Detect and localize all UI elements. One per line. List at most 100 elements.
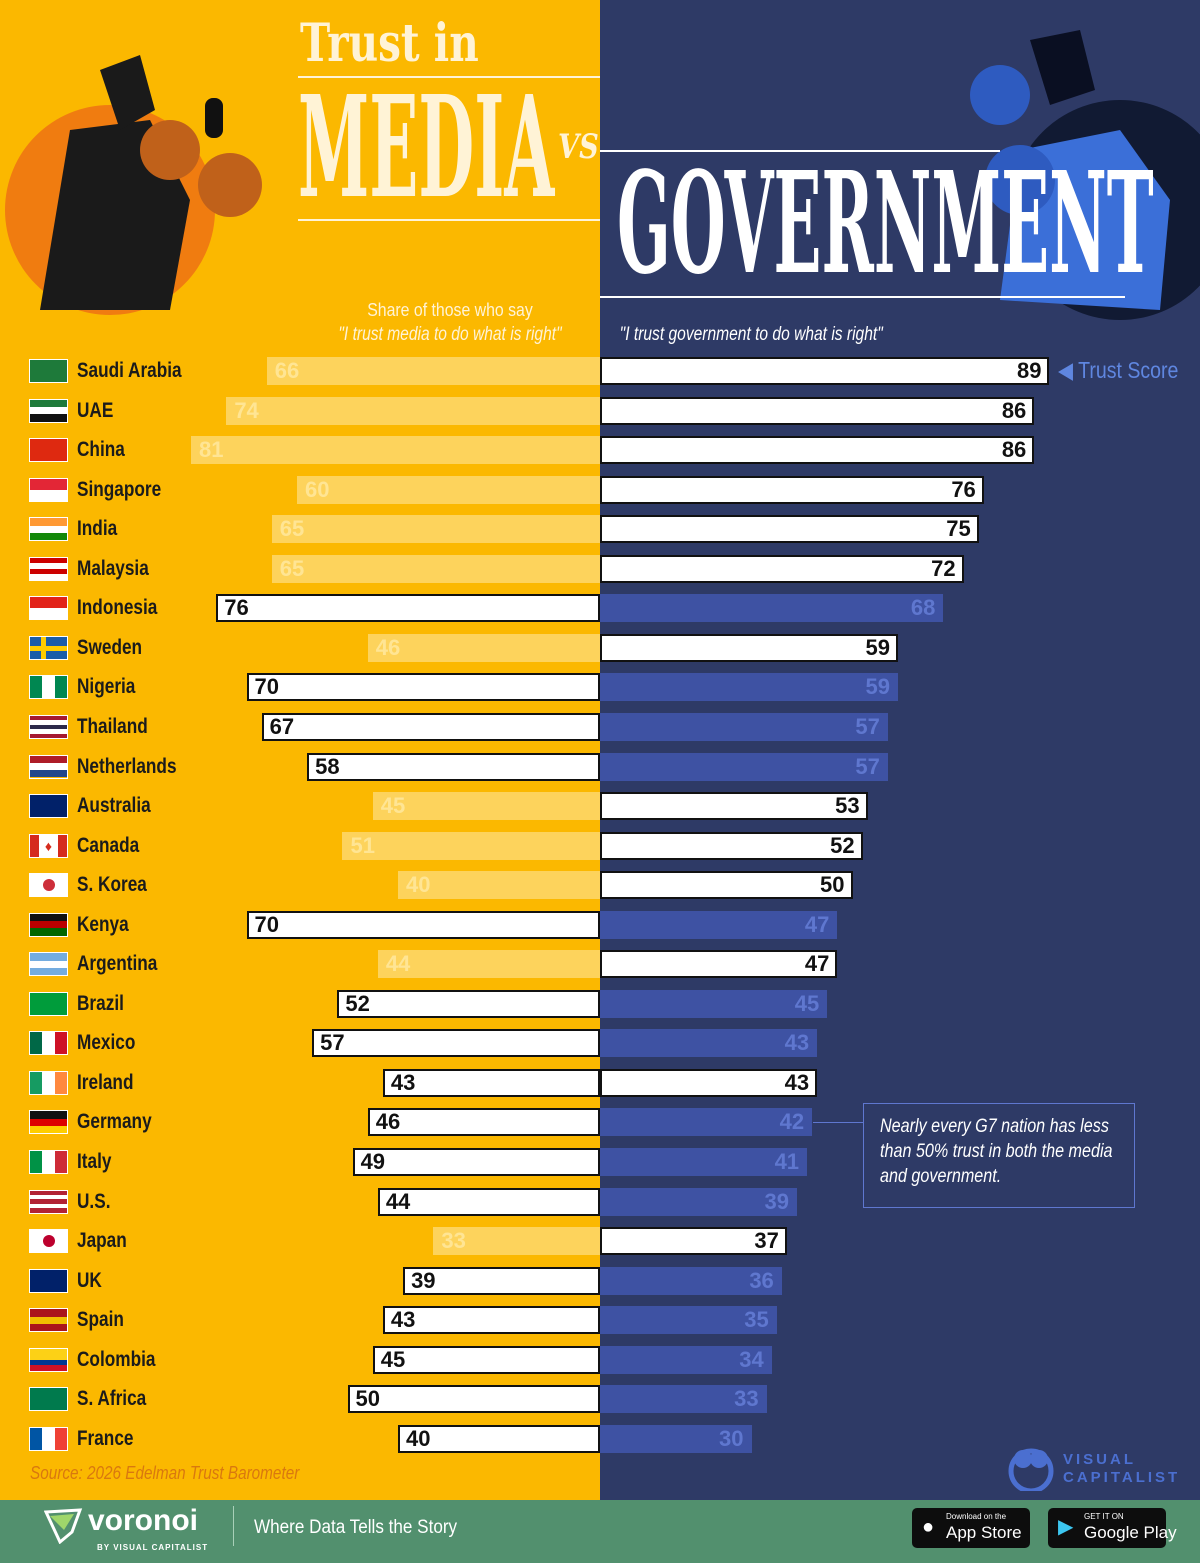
row-thailand: Thailand 67 57 — [0, 712, 1200, 741]
country-label: S. Korea — [77, 873, 147, 897]
tagline: Where Data Tells the Story — [254, 1517, 458, 1538]
government-bar: 34 — [600, 1345, 772, 1374]
government-bar: 57 — [600, 712, 888, 741]
visual-capitalist-logo: VISUAL CAPITALIST — [1003, 1447, 1183, 1494]
subtitle-right: "I trust government to do what is right" — [619, 324, 883, 345]
row-spain: Spain 43 35 — [0, 1306, 1200, 1335]
flag-icon — [29, 477, 68, 502]
media-bar: 66 — [266, 357, 600, 385]
government-bar: 53 — [600, 792, 868, 821]
apple-icon: ● — [922, 1516, 935, 1538]
flag-icon — [29, 912, 68, 937]
country-label: France — [77, 1426, 134, 1450]
google-play-label: Google Play — [1084, 1523, 1177, 1542]
country-label: Australia — [77, 794, 151, 818]
row-mexico: Mexico 57 43 — [0, 1029, 1200, 1058]
media-person-illustration — [5, 55, 262, 315]
government-bar: 75 — [600, 515, 979, 544]
row-argentina: Argentina 44 47 — [0, 950, 1200, 979]
play-icon: ▶ — [1058, 1516, 1074, 1538]
row-colombia: Colombia 45 34 — [0, 1345, 1200, 1374]
row-saudi-arabia: Saudi Arabia 66 89 — [0, 357, 1200, 385]
flag-icon — [29, 1189, 68, 1214]
country-label: Saudi Arabia — [77, 359, 182, 382]
media-bar: 81 — [190, 436, 600, 465]
country-label: Brazil — [77, 991, 124, 1015]
country-label: Mexico — [77, 1031, 136, 1055]
country-label: Sweden — [77, 635, 143, 659]
media-bar: 44 — [377, 1187, 600, 1216]
flag-icon — [29, 1070, 68, 1095]
divider — [600, 296, 1125, 298]
government-bar: 68 — [600, 594, 944, 623]
row-canada: ♦ Canada 51 52 — [0, 831, 1200, 860]
annotation-box: Nearly every G7 nation has less than 50%… — [863, 1103, 1135, 1208]
flag-icon — [29, 794, 68, 819]
media-bar: 70 — [246, 910, 600, 939]
app-store-small: Download on the — [946, 1512, 1007, 1521]
row-japan: Japan 33 37 — [0, 1227, 1200, 1256]
row-s-korea: S. Korea 40 50 — [0, 871, 1200, 900]
annotation-text: Nearly every G7 nation has less than 50%… — [880, 1116, 1113, 1187]
flag-icon — [29, 1150, 68, 1174]
source: Source: 2026 Edelman Trust Barometer — [30, 1463, 300, 1483]
government-bar: 59 — [600, 673, 898, 702]
country-label: Indonesia — [77, 596, 158, 620]
country-label: S. Africa — [77, 1387, 147, 1411]
subtitle-left-line1: Share of those who say — [367, 300, 533, 320]
flag-icon — [29, 991, 68, 1016]
media-bar: 39 — [403, 1266, 600, 1295]
annotation-leader-line — [813, 1122, 863, 1123]
country-label: Italy — [77, 1150, 112, 1173]
app-store-button[interactable]: ● Download on the App Store — [912, 1508, 1030, 1548]
flag-icon — [29, 1347, 68, 1372]
divider — [600, 150, 1000, 152]
government-bar: 42 — [600, 1108, 813, 1137]
row-ireland: Ireland 43 43 — [0, 1068, 1200, 1097]
media-bar: 50 — [347, 1385, 600, 1414]
legend-label: Trust Score — [1078, 357, 1179, 383]
media-bar: 51 — [342, 831, 600, 860]
row-france: France 40 30 — [0, 1424, 1200, 1453]
country-label: Argentina — [77, 952, 158, 976]
google-play-button[interactable]: ▶ GET IT ON Google Play — [1048, 1508, 1177, 1548]
government-bar: 36 — [600, 1266, 782, 1295]
row-s-africa: S. Africa 50 33 — [0, 1385, 1200, 1414]
country-label: Spain — [77, 1308, 124, 1332]
divider — [298, 219, 600, 221]
country-label: Singapore — [77, 477, 162, 501]
vc-logo-text: VISUAL CAPITALIST — [1063, 1451, 1181, 1486]
government-bar: 33 — [600, 1385, 767, 1414]
row-uk: UK 39 36 — [0, 1266, 1200, 1295]
flag-icon — [29, 1308, 68, 1333]
voronoi-logo-sub: BY VISUAL CAPITALIST — [97, 1543, 209, 1552]
country-label: Canada — [77, 833, 140, 857]
government-bar: 72 — [600, 554, 964, 583]
row-brazil: Brazil 52 45 — [0, 989, 1200, 1018]
media-bar: 45 — [372, 792, 600, 821]
flag-icon — [29, 1268, 68, 1293]
row-u-s-: U.S. 44 39 — [0, 1187, 1200, 1216]
government-bar: 37 — [600, 1227, 787, 1256]
media-bar: 45 — [372, 1345, 600, 1374]
row-italy: Italy 49 41 — [0, 1148, 1200, 1176]
flag-icon — [29, 398, 68, 423]
row-nigeria: Nigeria 70 59 — [0, 673, 1200, 702]
media-bar: 76 — [216, 594, 600, 623]
country-label: Colombia — [77, 1347, 156, 1371]
flag-icon — [29, 635, 68, 660]
government-bar: 50 — [600, 871, 853, 900]
government-bar: 43 — [600, 1068, 818, 1097]
title-government: GOVERNMENT — [617, 142, 1154, 306]
subtitle-left-line2: "I trust media to do what is right" — [338, 324, 562, 345]
media-bar: 43 — [382, 1306, 600, 1335]
row-sweden: Sweden 46 59 — [0, 633, 1200, 662]
row-india: India 65 75 — [0, 515, 1200, 544]
media-bar: 57 — [312, 1029, 600, 1058]
government-bar: 30 — [600, 1424, 752, 1453]
government-bar: 41 — [600, 1148, 808, 1176]
country-label: UK — [77, 1268, 102, 1292]
country-label: Netherlands — [77, 754, 177, 778]
flag-icon — [29, 1110, 68, 1135]
title-vs: VS — [558, 127, 599, 167]
